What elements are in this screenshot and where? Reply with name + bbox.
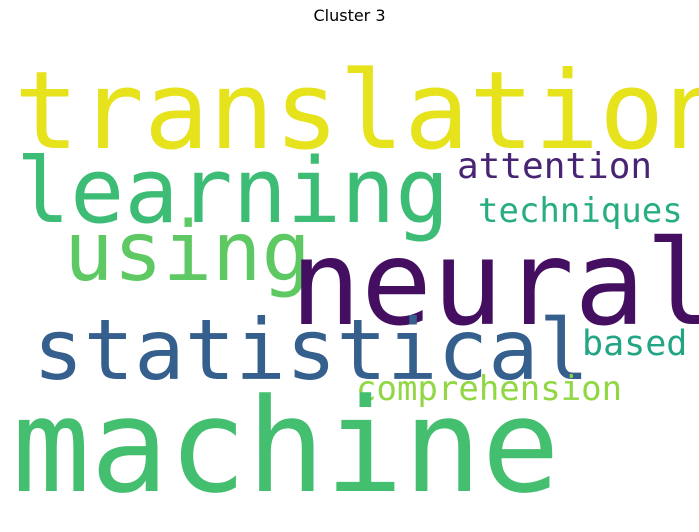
word-statistical: statistical xyxy=(33,301,590,399)
word-translation: translation xyxy=(14,49,699,174)
word-neural: neural xyxy=(290,214,699,352)
word-learning: learning xyxy=(16,139,450,244)
word-comprehension: comprehension xyxy=(356,369,623,409)
word-attention: attention xyxy=(457,146,653,187)
chart-title: Cluster 3 xyxy=(313,6,386,25)
word-techniques: techniques xyxy=(478,191,683,231)
word-machine: machine xyxy=(12,370,560,522)
word-based: based xyxy=(582,324,688,364)
word-using: using xyxy=(64,205,311,300)
